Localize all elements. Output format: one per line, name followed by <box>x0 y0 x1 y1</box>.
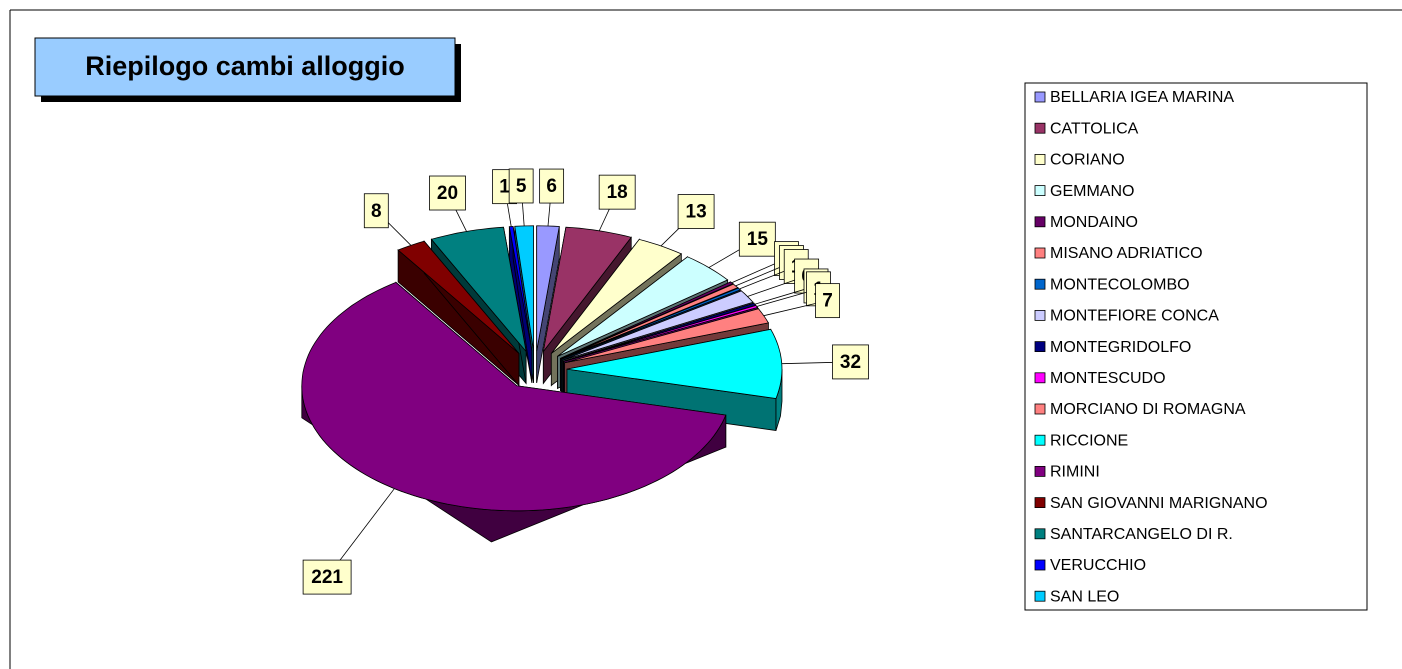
legend-swatch <box>1034 434 1046 446</box>
legend-label: MONDAINO <box>1050 214 1138 231</box>
slice <box>560 283 739 360</box>
legend-label: VERUCCHIO <box>1050 557 1146 574</box>
legend-swatch <box>1034 247 1046 259</box>
legend-swatch <box>1034 497 1046 509</box>
slice <box>397 240 520 354</box>
data-label-box <box>738 221 776 257</box>
data-label: 221 <box>311 567 343 588</box>
chart-title: Riepilogo cambi alloggio <box>85 51 405 81</box>
data-label: 5 <box>516 176 527 197</box>
legend-label: RICCIONE <box>1050 432 1128 449</box>
slice <box>560 281 734 359</box>
legend-label: BELLARIA IGEA MARINA <box>1050 89 1234 106</box>
legend-label: MONTECOLOMBO <box>1050 276 1190 293</box>
legend-label: SAN LEO <box>1050 588 1119 605</box>
data-label-box <box>429 175 466 211</box>
legend-swatch <box>1034 372 1046 384</box>
legend-swatch <box>1034 216 1046 228</box>
pie <box>301 225 783 543</box>
slice <box>566 328 783 399</box>
slice <box>542 226 632 352</box>
title-box <box>34 37 456 97</box>
data-label: 1 <box>499 177 510 198</box>
slice <box>563 305 759 362</box>
legend-swatch <box>1034 309 1046 321</box>
legend-label: CATTOLICA <box>1050 120 1139 137</box>
data-label: 18 <box>607 182 628 203</box>
legend-swatch <box>1034 185 1046 197</box>
legend-swatch <box>1034 278 1046 290</box>
legend-label: GEMMANO <box>1050 183 1134 200</box>
legend-swatch <box>1034 122 1046 134</box>
data-label-box <box>677 194 715 229</box>
slice <box>430 226 527 353</box>
legend-swatch <box>1034 528 1046 540</box>
data-label: 7 <box>822 291 833 312</box>
slice <box>514 225 535 351</box>
data-label-box <box>539 168 565 204</box>
legend-label: RIMINI <box>1050 464 1100 481</box>
legend-swatch <box>1034 559 1046 571</box>
slice <box>508 225 533 351</box>
data-label-box <box>598 174 636 210</box>
legend-label: MONTEFIORE CONCA <box>1050 308 1219 325</box>
legend-swatch <box>1034 341 1046 353</box>
legend-swatch <box>1034 590 1046 602</box>
data-label-box <box>508 168 534 204</box>
data-label: 8 <box>371 201 382 222</box>
slice <box>562 290 754 361</box>
slice <box>564 308 770 364</box>
legend-label: MISANO ADRIATICO <box>1050 245 1203 262</box>
data-label-box <box>815 283 840 319</box>
data-label: 32 <box>840 352 861 373</box>
data-label: 15 <box>747 229 769 250</box>
legend-label: SANTARCANGELO DI R. <box>1050 526 1233 543</box>
data-label-box <box>832 344 869 380</box>
legend-swatch <box>1034 91 1046 103</box>
legend-swatch <box>1034 465 1046 477</box>
legend-swatch <box>1034 403 1046 415</box>
legend-label: SAN GIOVANNI MARIGNANO <box>1050 495 1268 512</box>
data-label-box <box>363 193 389 229</box>
legend-label: CORIANO <box>1050 152 1125 169</box>
data-label: 20 <box>437 183 458 204</box>
legend-label: MONTEGRIDOLFO <box>1050 339 1191 356</box>
data-label: 6 <box>546 176 557 197</box>
legend-swatch <box>1034 153 1046 165</box>
data-label-box <box>302 559 352 595</box>
legend-label: MONTESCUDO <box>1050 370 1166 387</box>
slice <box>536 225 560 351</box>
data-label: 13 <box>686 202 707 223</box>
legend-label: MORCIANO DI ROMAGNA <box>1050 401 1246 418</box>
legend-box <box>1024 82 1368 611</box>
slice <box>561 287 742 360</box>
